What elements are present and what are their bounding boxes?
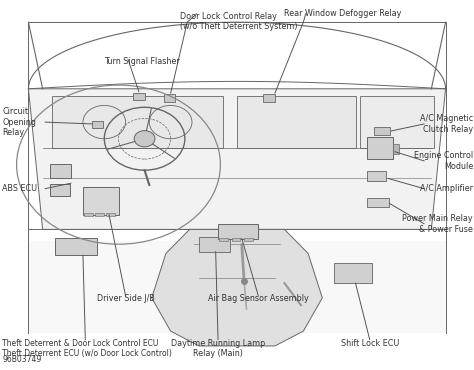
Text: Shift Lock ECU: Shift Lock ECU <box>340 339 399 347</box>
FancyBboxPatch shape <box>92 121 103 128</box>
FancyBboxPatch shape <box>367 171 386 181</box>
FancyBboxPatch shape <box>393 144 399 154</box>
Text: Driver Side J/B: Driver Side J/B <box>97 294 155 303</box>
FancyBboxPatch shape <box>84 213 93 216</box>
FancyBboxPatch shape <box>263 94 275 102</box>
FancyBboxPatch shape <box>164 94 175 102</box>
Text: ABS ECU: ABS ECU <box>2 184 37 193</box>
FancyBboxPatch shape <box>133 92 145 100</box>
Text: 96B03749: 96B03749 <box>2 356 42 364</box>
FancyBboxPatch shape <box>334 263 372 283</box>
FancyBboxPatch shape <box>219 238 228 241</box>
Text: Air Bag Sensor Assembly: Air Bag Sensor Assembly <box>208 294 309 303</box>
Text: Rear Window Defogger Relay: Rear Window Defogger Relay <box>284 9 402 18</box>
FancyBboxPatch shape <box>95 213 104 216</box>
Text: Door Lock Control Relay
(w/o Theft Deterrent System): Door Lock Control Relay (w/o Theft Deter… <box>180 12 298 31</box>
Text: A/C Magnetic
Clutch Relay: A/C Magnetic Clutch Relay <box>420 114 473 134</box>
Text: A/C Amplifier: A/C Amplifier <box>420 184 473 193</box>
FancyBboxPatch shape <box>28 240 446 333</box>
Polygon shape <box>152 229 322 346</box>
FancyBboxPatch shape <box>367 137 393 159</box>
Text: Power Main Relay
& Power Fuse: Power Main Relay & Power Fuse <box>402 214 473 233</box>
FancyBboxPatch shape <box>367 198 389 207</box>
FancyBboxPatch shape <box>218 224 258 239</box>
FancyBboxPatch shape <box>374 127 390 135</box>
FancyBboxPatch shape <box>199 237 230 252</box>
FancyBboxPatch shape <box>83 187 118 215</box>
Text: Turn Signal Flasher: Turn Signal Flasher <box>104 57 180 66</box>
FancyBboxPatch shape <box>244 238 253 241</box>
Polygon shape <box>52 96 223 148</box>
Text: Daytime Running Lamp
Relay (Main): Daytime Running Lamp Relay (Main) <box>171 339 265 358</box>
FancyBboxPatch shape <box>50 184 70 196</box>
Text: Engine Control
Module: Engine Control Module <box>414 151 473 171</box>
FancyBboxPatch shape <box>360 96 434 148</box>
FancyBboxPatch shape <box>50 164 71 178</box>
FancyBboxPatch shape <box>106 213 115 216</box>
Text: Theft Deterrent & Door Lock Control ECU
Theft Deterrent ECU (w/o Door Lock Contr: Theft Deterrent & Door Lock Control ECU … <box>2 339 172 358</box>
Circle shape <box>134 131 155 147</box>
Polygon shape <box>237 96 356 148</box>
FancyBboxPatch shape <box>55 238 97 255</box>
FancyBboxPatch shape <box>232 238 240 241</box>
Text: Circuit
Opening
Relay: Circuit Opening Relay <box>2 107 36 137</box>
Polygon shape <box>28 89 446 229</box>
